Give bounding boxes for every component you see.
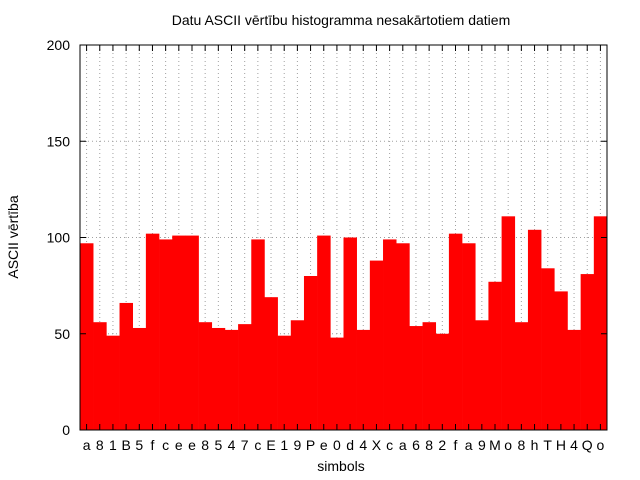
x-tick-label: 9 — [293, 437, 301, 453]
bar — [527, 229, 542, 430]
x-tick-label: a — [465, 437, 473, 453]
bar — [172, 235, 186, 430]
x-tick-label: 1 — [109, 437, 117, 453]
bar — [567, 329, 581, 430]
x-tick-label: c — [386, 437, 393, 453]
x-tick-label: 0 — [333, 437, 341, 453]
bar — [264, 297, 278, 430]
bar — [409, 326, 423, 430]
x-tick-label: H — [556, 437, 566, 453]
y-tick-label: 50 — [54, 326, 70, 342]
bar — [198, 322, 213, 430]
x-axis-label: simbols — [317, 458, 364, 474]
x-tick-label: 5 — [214, 437, 222, 453]
x-tick-label: 4 — [570, 437, 578, 453]
bar — [396, 243, 410, 430]
x-tick-label: f — [151, 437, 155, 453]
x-tick-label: T — [543, 437, 552, 453]
x-tick-label: 1 — [280, 437, 288, 453]
bar — [185, 235, 199, 430]
x-tick-label: f — [454, 437, 458, 453]
x-tick-label: P — [306, 437, 315, 453]
bar — [462, 243, 476, 430]
x-tick-label: o — [504, 437, 512, 453]
bar — [211, 327, 226, 430]
bar — [514, 322, 529, 430]
x-tick-label: a — [83, 437, 91, 453]
bar — [238, 324, 252, 430]
bar — [435, 333, 450, 430]
x-tick-label: 2 — [438, 437, 446, 453]
y-axis-label: ASCII vērtība — [5, 195, 21, 278]
bar — [80, 243, 94, 430]
bar — [93, 322, 107, 430]
x-tick-label: Q — [582, 437, 593, 453]
bar — [593, 216, 608, 430]
x-tick-label: 9 — [478, 437, 486, 453]
x-tick-label: 4 — [228, 437, 236, 453]
bar — [488, 281, 502, 430]
x-tick-label: o — [597, 437, 605, 453]
x-tick-label: 4 — [359, 437, 367, 453]
x-tick-label: 8 — [96, 437, 104, 453]
x-tick-label: 5 — [135, 437, 143, 453]
bar — [330, 337, 344, 430]
x-tick-label: 8 — [517, 437, 525, 453]
y-axis-ticks: 0 50 100 150 200 — [47, 37, 607, 438]
x-tick-label: B — [121, 437, 130, 453]
x-tick-label: 7 — [241, 437, 249, 453]
bar — [132, 327, 147, 430]
x-tick-label: 8 — [201, 437, 209, 453]
bar — [251, 239, 265, 430]
bar — [383, 239, 397, 430]
bar — [277, 335, 292, 430]
bar — [554, 291, 568, 430]
x-tick-label: c — [162, 437, 169, 453]
x-tick-label: E — [266, 437, 275, 453]
x-tick-label: e — [175, 437, 183, 453]
bar — [290, 320, 305, 430]
x-tick-label: X — [372, 437, 382, 453]
x-tick-label: e — [320, 437, 328, 453]
x-tick-label: a — [399, 437, 407, 453]
bar — [224, 329, 239, 430]
y-tick-label: 200 — [47, 37, 71, 53]
bar — [369, 260, 384, 430]
bar — [475, 320, 489, 430]
y-tick-label: 150 — [47, 133, 71, 149]
x-tick-label: 8 — [425, 437, 433, 453]
x-tick-label: e — [188, 437, 196, 453]
bar — [356, 329, 371, 430]
x-tick-label: 6 — [412, 437, 420, 453]
bar — [343, 237, 357, 430]
x-tick-label: d — [346, 437, 354, 453]
bar — [145, 233, 160, 430]
chart-title: Datu ASCII vērtību histogramma nesakārto… — [172, 12, 510, 28]
x-tick-label: M — [489, 437, 501, 453]
x-tick-label: h — [531, 437, 539, 453]
bar — [422, 322, 437, 430]
bar — [106, 335, 120, 430]
bar — [317, 235, 331, 430]
x-tick-label: c — [254, 437, 261, 453]
bar — [501, 216, 516, 430]
bar — [303, 276, 318, 430]
y-tick-label: 100 — [47, 230, 71, 246]
bars — [80, 216, 608, 430]
bar — [541, 268, 555, 430]
y-tick-label: 0 — [62, 422, 70, 438]
bar — [448, 233, 463, 430]
bar — [159, 239, 173, 430]
bar — [580, 274, 595, 430]
bar — [119, 302, 133, 430]
